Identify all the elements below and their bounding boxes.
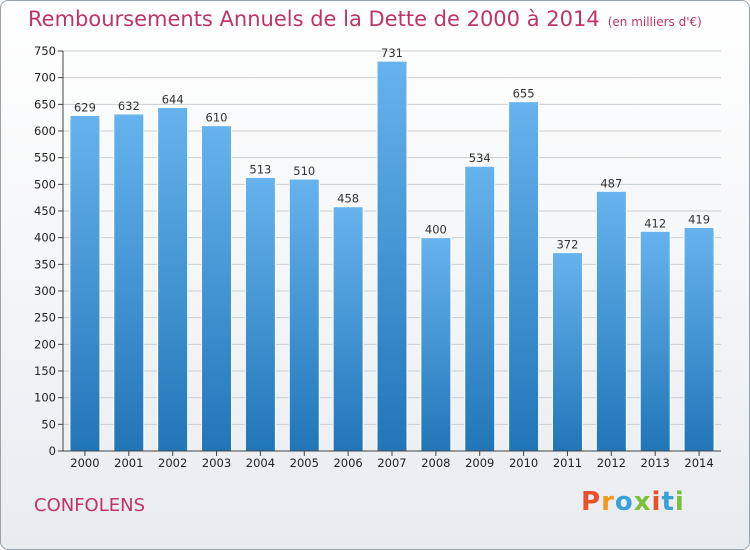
bar-2013 [639, 230, 671, 452]
x-tick-label: 2012 [597, 456, 626, 470]
bar-2010 [508, 101, 540, 452]
logo-letter: i [674, 487, 685, 517]
bar-value-label: 412 [644, 216, 666, 230]
logo-letter: P [581, 487, 602, 517]
bar-value-label: 513 [249, 162, 271, 176]
bar-2009 [464, 165, 496, 452]
bar-2012 [595, 190, 627, 452]
bar-value-label: 372 [556, 238, 578, 252]
y-tick-label: 750 [34, 44, 56, 58]
bar-2001 [113, 113, 145, 452]
bar-value-label: 487 [600, 176, 622, 190]
bar-2008 [420, 237, 452, 452]
x-tick-label: 2008 [421, 456, 450, 470]
bar-value-label: 419 [688, 213, 710, 227]
bar-value-label: 655 [513, 87, 535, 101]
y-tick-label: 50 [41, 417, 56, 431]
x-tick-label: 2000 [70, 456, 99, 470]
bar-value-label: 629 [74, 101, 96, 115]
y-tick-label: 500 [34, 177, 56, 191]
y-tick-label: 600 [34, 124, 56, 138]
logo-letter: x [633, 487, 652, 517]
y-tick-label: 100 [34, 391, 56, 405]
bar-2011 [551, 252, 583, 452]
x-tick-label: 2004 [246, 456, 275, 470]
x-tick-label: 2013 [641, 456, 670, 470]
x-tick-label: 2011 [553, 456, 582, 470]
bar-2006 [332, 206, 364, 452]
logo-letter: r [601, 487, 615, 517]
chart-title: Remboursements Annuels de la Dette de 20… [28, 7, 702, 31]
bars: 629 632 644 610 513 510 458 731 400 534 655 372 487 4… [69, 46, 715, 452]
logo-letter: i [651, 487, 662, 517]
chart-subtitle: (en milliers d'€) [607, 15, 702, 29]
bar-value-label: 644 [162, 93, 184, 107]
bar-value-label: 731 [381, 46, 403, 60]
x-tick-label: 2010 [509, 456, 538, 470]
y-tick-label: 450 [34, 204, 56, 218]
bar-2002 [157, 107, 189, 452]
x-tick-label: 2006 [333, 456, 362, 470]
bar-value-label: 400 [425, 223, 447, 237]
y-axis: 0 50 100 150 200 250 300 350 400 450 500 550 600 650 7… [34, 44, 64, 458]
bar-2014 [683, 227, 715, 452]
y-tick-label: 550 [34, 151, 56, 165]
bar-value-label: 632 [118, 99, 140, 113]
bar-2003 [201, 125, 233, 452]
y-tick-label: 0 [49, 444, 56, 458]
bar-value-label: 458 [337, 192, 359, 206]
y-tick-label: 650 [34, 97, 56, 111]
x-axis: 2000 2001 2002 2003 2004 2005 2006 2007 2008 2009… [63, 450, 721, 470]
bar-value-label: 510 [293, 164, 315, 178]
bar-value-label: 534 [469, 151, 491, 165]
x-tick-label: 2014 [684, 456, 713, 470]
bar-2007 [376, 60, 408, 452]
x-tick-label: 2002 [158, 456, 187, 470]
y-tick-label: 250 [34, 311, 56, 325]
bar-2004 [244, 176, 276, 452]
y-tick-label: 400 [34, 231, 56, 245]
x-tick-label: 2007 [377, 456, 406, 470]
bar-2000 [69, 115, 101, 452]
logo-letter: t [661, 487, 675, 517]
y-tick-label: 700 [34, 71, 56, 85]
y-tick-label: 300 [34, 284, 56, 298]
proxiti-logo: Proxiti [581, 487, 685, 517]
bar-value-label: 610 [206, 111, 228, 125]
city-name: CONFOLENS [34, 495, 146, 516]
x-tick-label: 2005 [290, 456, 319, 470]
logo-letter: o [614, 487, 634, 517]
bar-2005 [288, 178, 320, 452]
y-tick-label: 150 [34, 364, 56, 378]
y-tick-label: 350 [34, 257, 56, 271]
x-tick-label: 2003 [202, 456, 231, 470]
chart-title-text: Remboursements Annuels de la Dette de 20… [28, 7, 600, 31]
y-tick-label: 200 [34, 337, 56, 351]
x-tick-label: 2001 [114, 456, 143, 470]
x-tick-label: 2009 [465, 456, 494, 470]
